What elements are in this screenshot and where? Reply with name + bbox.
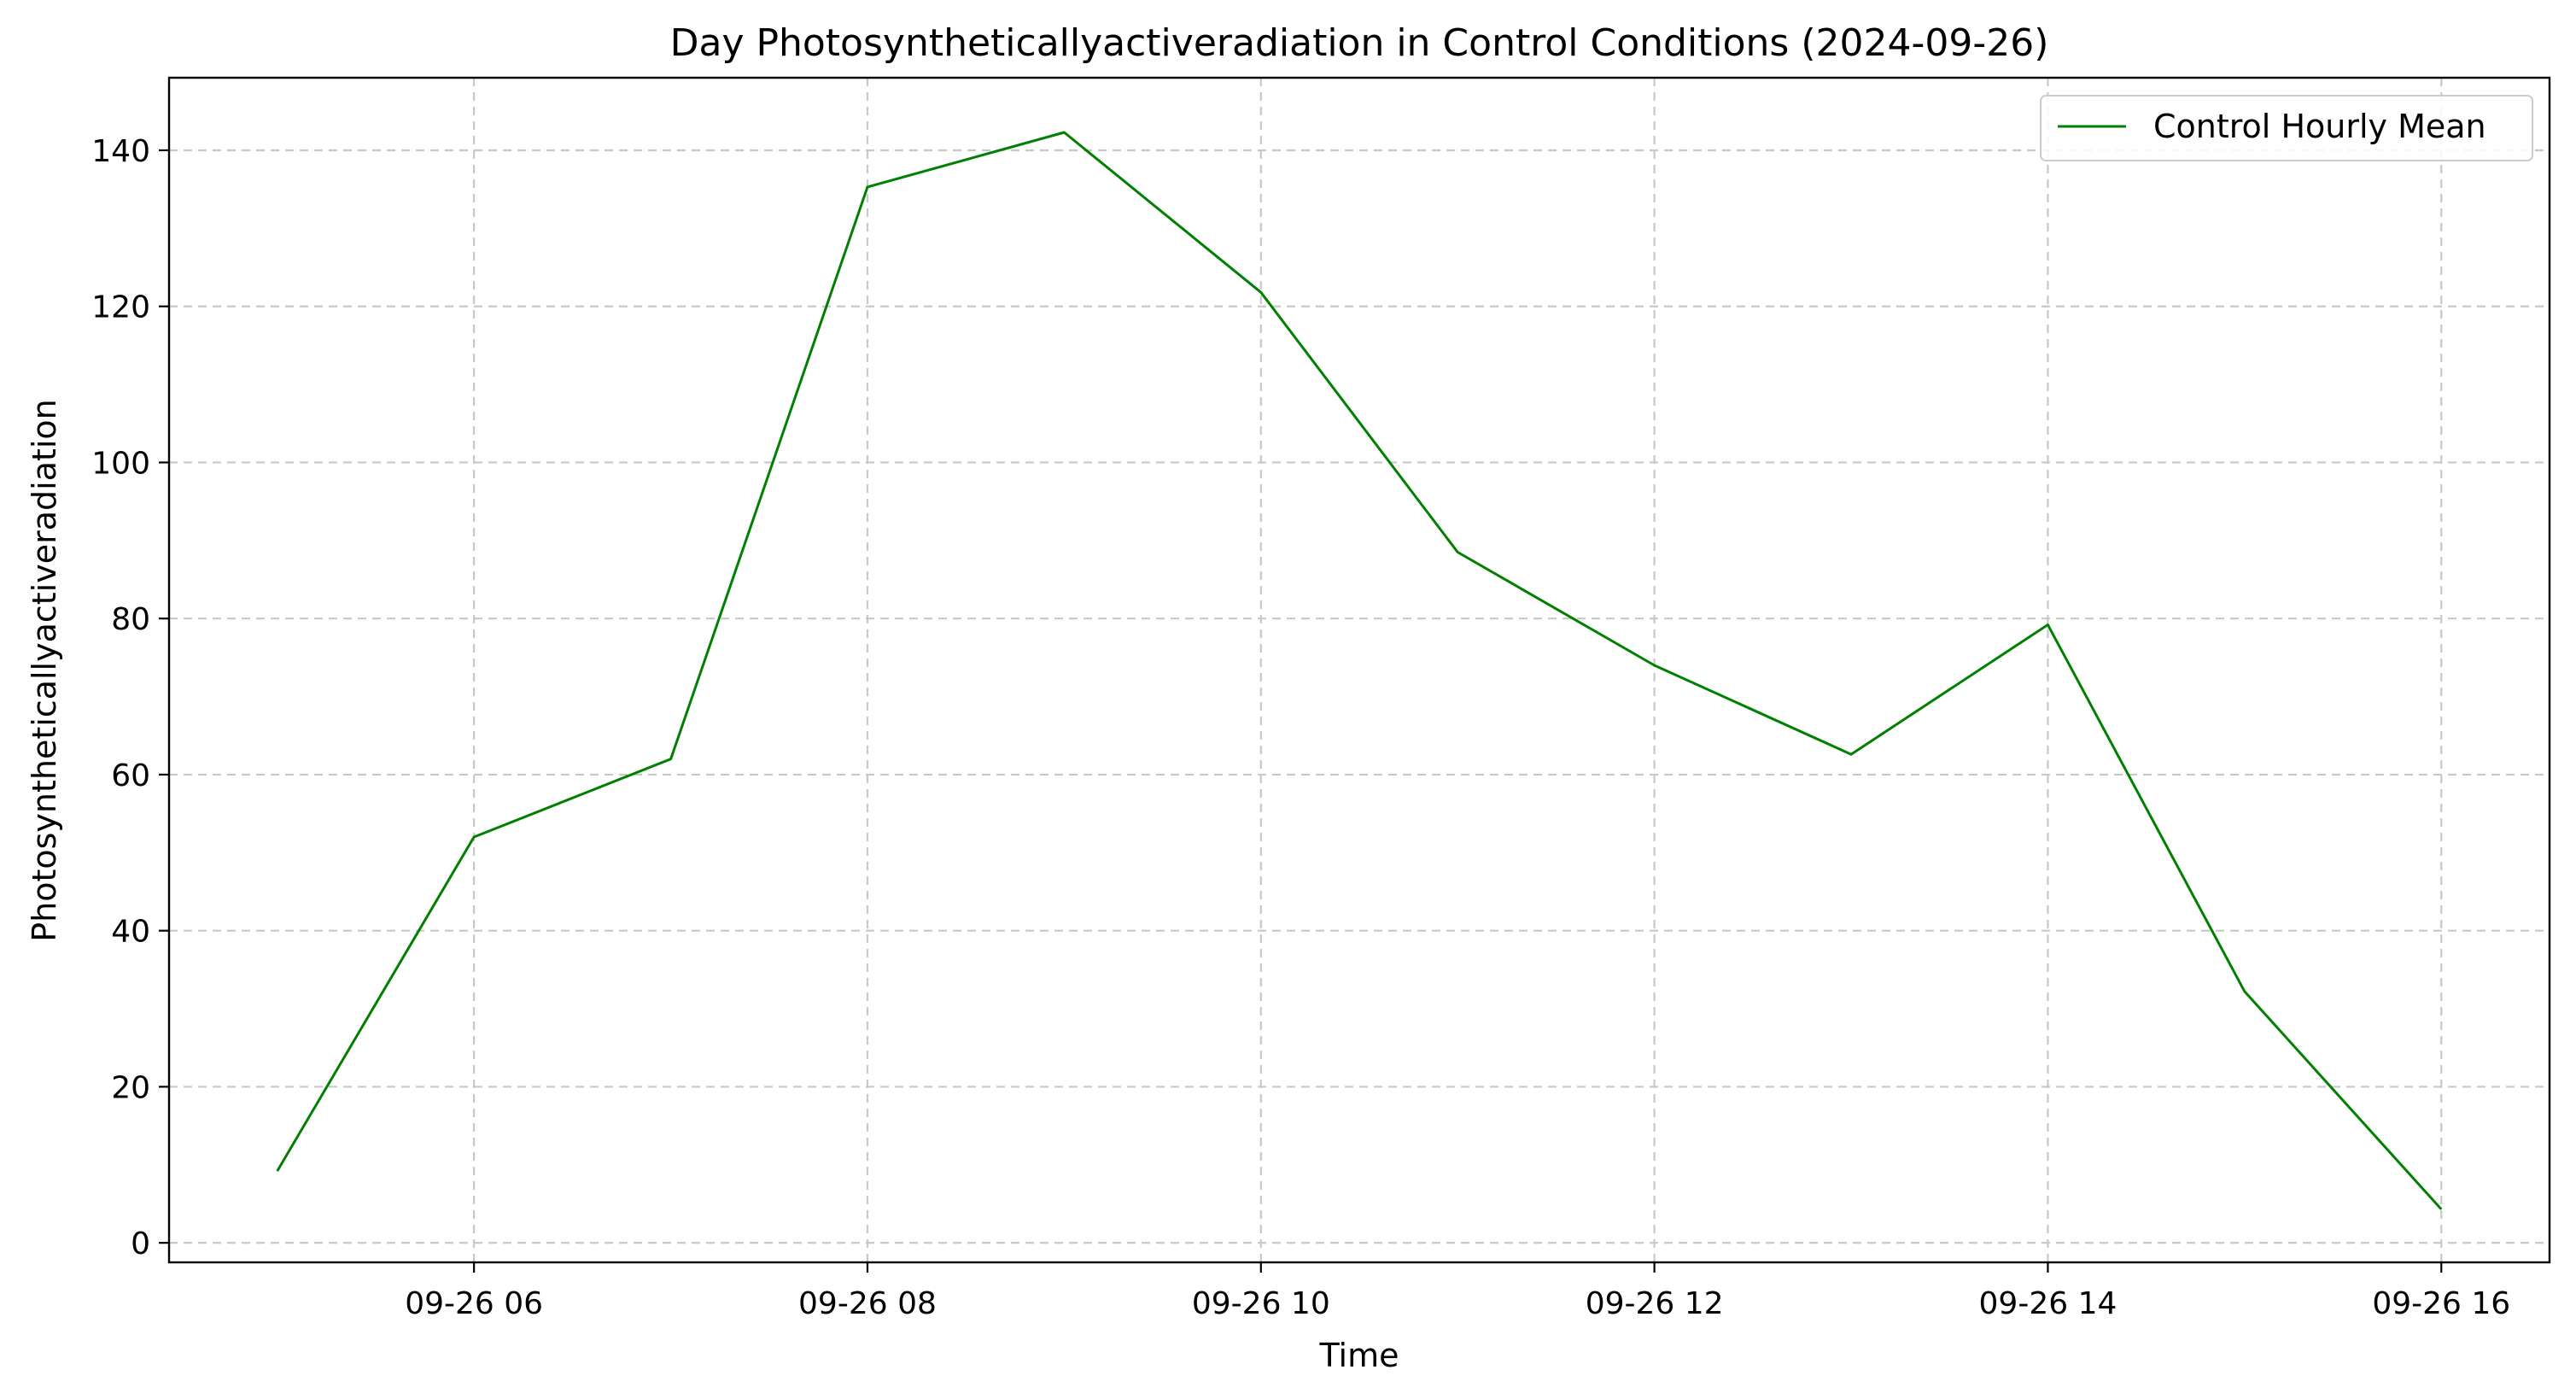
- y-tick-label: 80: [111, 602, 150, 637]
- x-tick-label: 09-26 16: [2372, 1286, 2510, 1321]
- data-point: [1654, 665, 1655, 666]
- y-axis-label: Photosyntheticallyactiveradiation: [26, 399, 63, 942]
- data-point: [474, 837, 475, 838]
- grid-lines: [169, 78, 2550, 1262]
- y-tick-label: 120: [91, 290, 150, 325]
- data-point: [1457, 552, 1458, 553]
- x-tick-label: 09-26 14: [1979, 1286, 2117, 1321]
- data-point: [2047, 624, 2048, 625]
- data-point: [1260, 292, 1261, 293]
- y-tick-label: 100: [91, 446, 150, 481]
- axis-ticks: 0 20 40 60 80 100 120 140 09-26 06 09-26 08 09-26 …: [91, 134, 2510, 1321]
- y-tick-label: 60: [111, 758, 150, 793]
- y-tick-label: 0: [131, 1226, 150, 1261]
- y-tick-label: 20: [111, 1070, 150, 1105]
- series-line: [276, 131, 2443, 1210]
- data-point: [2244, 991, 2245, 992]
- x-tick-label: 09-26 12: [1586, 1286, 1724, 1321]
- legend: Control Hourly Mean: [2040, 95, 2533, 161]
- series-layer: [276, 131, 2443, 1210]
- data-point: [670, 758, 671, 759]
- legend-box: [2040, 95, 2533, 161]
- x-tick-label: 09-26 08: [798, 1286, 937, 1321]
- x-tick-label: 09-26 06: [405, 1286, 543, 1321]
- chart-title: Day Photosyntheticallyactiveradiation in…: [670, 21, 2049, 65]
- x-axis-label: Time: [1319, 1337, 1399, 1374]
- y-tick-label: 140: [91, 134, 150, 169]
- data-point: [1851, 754, 1852, 755]
- plot-frame: [167, 76, 2551, 1264]
- x-tick-label: 09-26 10: [1192, 1286, 1330, 1321]
- legend-label: Control Hourly Mean: [2153, 108, 2486, 145]
- y-tick-label: 40: [111, 915, 150, 950]
